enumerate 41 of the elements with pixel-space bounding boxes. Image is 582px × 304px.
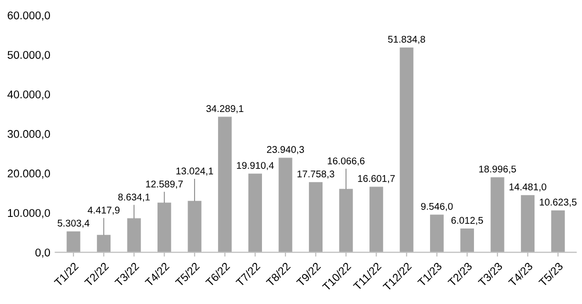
data-label: 23.940,3 (267, 146, 304, 154)
bar (158, 202, 172, 252)
bar (551, 210, 565, 252)
y-tick-label: 30.000,0 (8, 130, 50, 140)
data-label: 6.012,5 (451, 216, 483, 225)
y-tick-label: 40.000,0 (7, 90, 50, 100)
bar (520, 195, 535, 252)
data-label: 51.834,8 (388, 36, 426, 44)
bar (369, 186, 384, 252)
data-label: 17.758,3 (298, 170, 334, 179)
data-label: 13.024,1 (176, 168, 214, 176)
data-label: 14.481,0 (510, 183, 546, 192)
data-label: 18.996,5 (479, 166, 516, 174)
bar (430, 214, 444, 252)
bar (308, 182, 323, 252)
bar (490, 177, 504, 252)
data-label: 12.589,7 (146, 180, 183, 189)
data-label: 4.417,9 (88, 206, 120, 215)
bar (218, 116, 232, 252)
bar (248, 174, 262, 252)
data-label: 16.066,6 (328, 157, 365, 166)
data-label: 34.289,1 (206, 105, 244, 114)
data-label: 10.623,5 (540, 198, 577, 207)
y-tick-label: 20.000,0 (8, 170, 50, 179)
bar (278, 158, 292, 252)
bar (339, 188, 353, 252)
bar (400, 47, 414, 252)
data-label: 19.910,4 (236, 162, 274, 170)
y-tick-label: 10.000,0 (8, 209, 50, 218)
y-tick-label: 50.000,0 (8, 50, 50, 60)
y-tick-label: 60.000,0 (8, 11, 50, 21)
bar (188, 200, 202, 252)
data-label: 8.634,1 (118, 194, 150, 202)
bar (460, 228, 474, 252)
y-tick-label: 0,0 (35, 248, 50, 258)
data-label: 16.601,7 (358, 175, 395, 184)
data-label: 5.303,4 (58, 220, 90, 228)
bar (127, 218, 141, 252)
bar (66, 231, 80, 252)
data-label: 9.546,0 (421, 202, 453, 211)
bar (96, 234, 111, 252)
